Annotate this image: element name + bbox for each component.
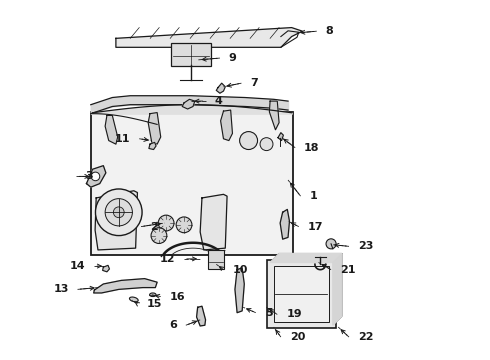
Circle shape [176,217,192,233]
FancyBboxPatch shape [274,266,329,321]
Polygon shape [333,253,342,325]
Polygon shape [280,210,290,239]
Polygon shape [87,166,106,187]
Polygon shape [95,191,137,250]
Circle shape [96,189,142,235]
Circle shape [240,132,258,149]
Polygon shape [105,116,118,144]
Text: 16: 16 [170,292,185,302]
Text: 23: 23 [358,241,373,251]
Ellipse shape [149,293,156,297]
Text: 12: 12 [160,254,175,264]
Circle shape [158,215,174,231]
FancyBboxPatch shape [267,260,336,328]
Text: 1: 1 [310,191,318,201]
Circle shape [151,228,167,243]
Polygon shape [220,110,232,140]
Polygon shape [235,268,245,313]
Text: 8: 8 [326,26,333,36]
Polygon shape [196,306,205,326]
Text: 5: 5 [265,308,272,318]
Text: 7: 7 [250,78,258,88]
Ellipse shape [129,297,138,302]
Text: 6: 6 [169,320,177,330]
Text: 18: 18 [304,143,319,153]
Polygon shape [94,279,157,293]
Text: 4: 4 [215,96,222,106]
Polygon shape [278,133,283,140]
Polygon shape [148,113,161,144]
Text: 13: 13 [53,284,69,294]
Circle shape [105,199,132,226]
Text: 11: 11 [115,134,130,144]
FancyBboxPatch shape [91,112,294,255]
Text: 15: 15 [147,299,162,309]
Text: 21: 21 [340,265,356,275]
Polygon shape [216,83,225,93]
Polygon shape [102,265,109,272]
Text: 19: 19 [286,310,302,319]
Circle shape [113,207,124,218]
Text: 2: 2 [150,222,158,231]
Circle shape [91,172,100,181]
FancyBboxPatch shape [208,249,224,269]
Polygon shape [270,253,342,262]
Polygon shape [270,101,279,130]
Text: 9: 9 [229,53,237,63]
Circle shape [326,239,336,249]
Polygon shape [200,194,227,250]
Text: 22: 22 [358,332,373,342]
Text: 10: 10 [232,265,248,275]
Text: 3: 3 [85,171,93,181]
Circle shape [260,138,273,150]
Text: 17: 17 [308,222,323,231]
Text: 14: 14 [70,261,85,271]
FancyBboxPatch shape [172,43,211,66]
Polygon shape [149,142,156,149]
Polygon shape [182,99,195,109]
Text: 20: 20 [290,332,305,342]
Polygon shape [116,28,302,47]
